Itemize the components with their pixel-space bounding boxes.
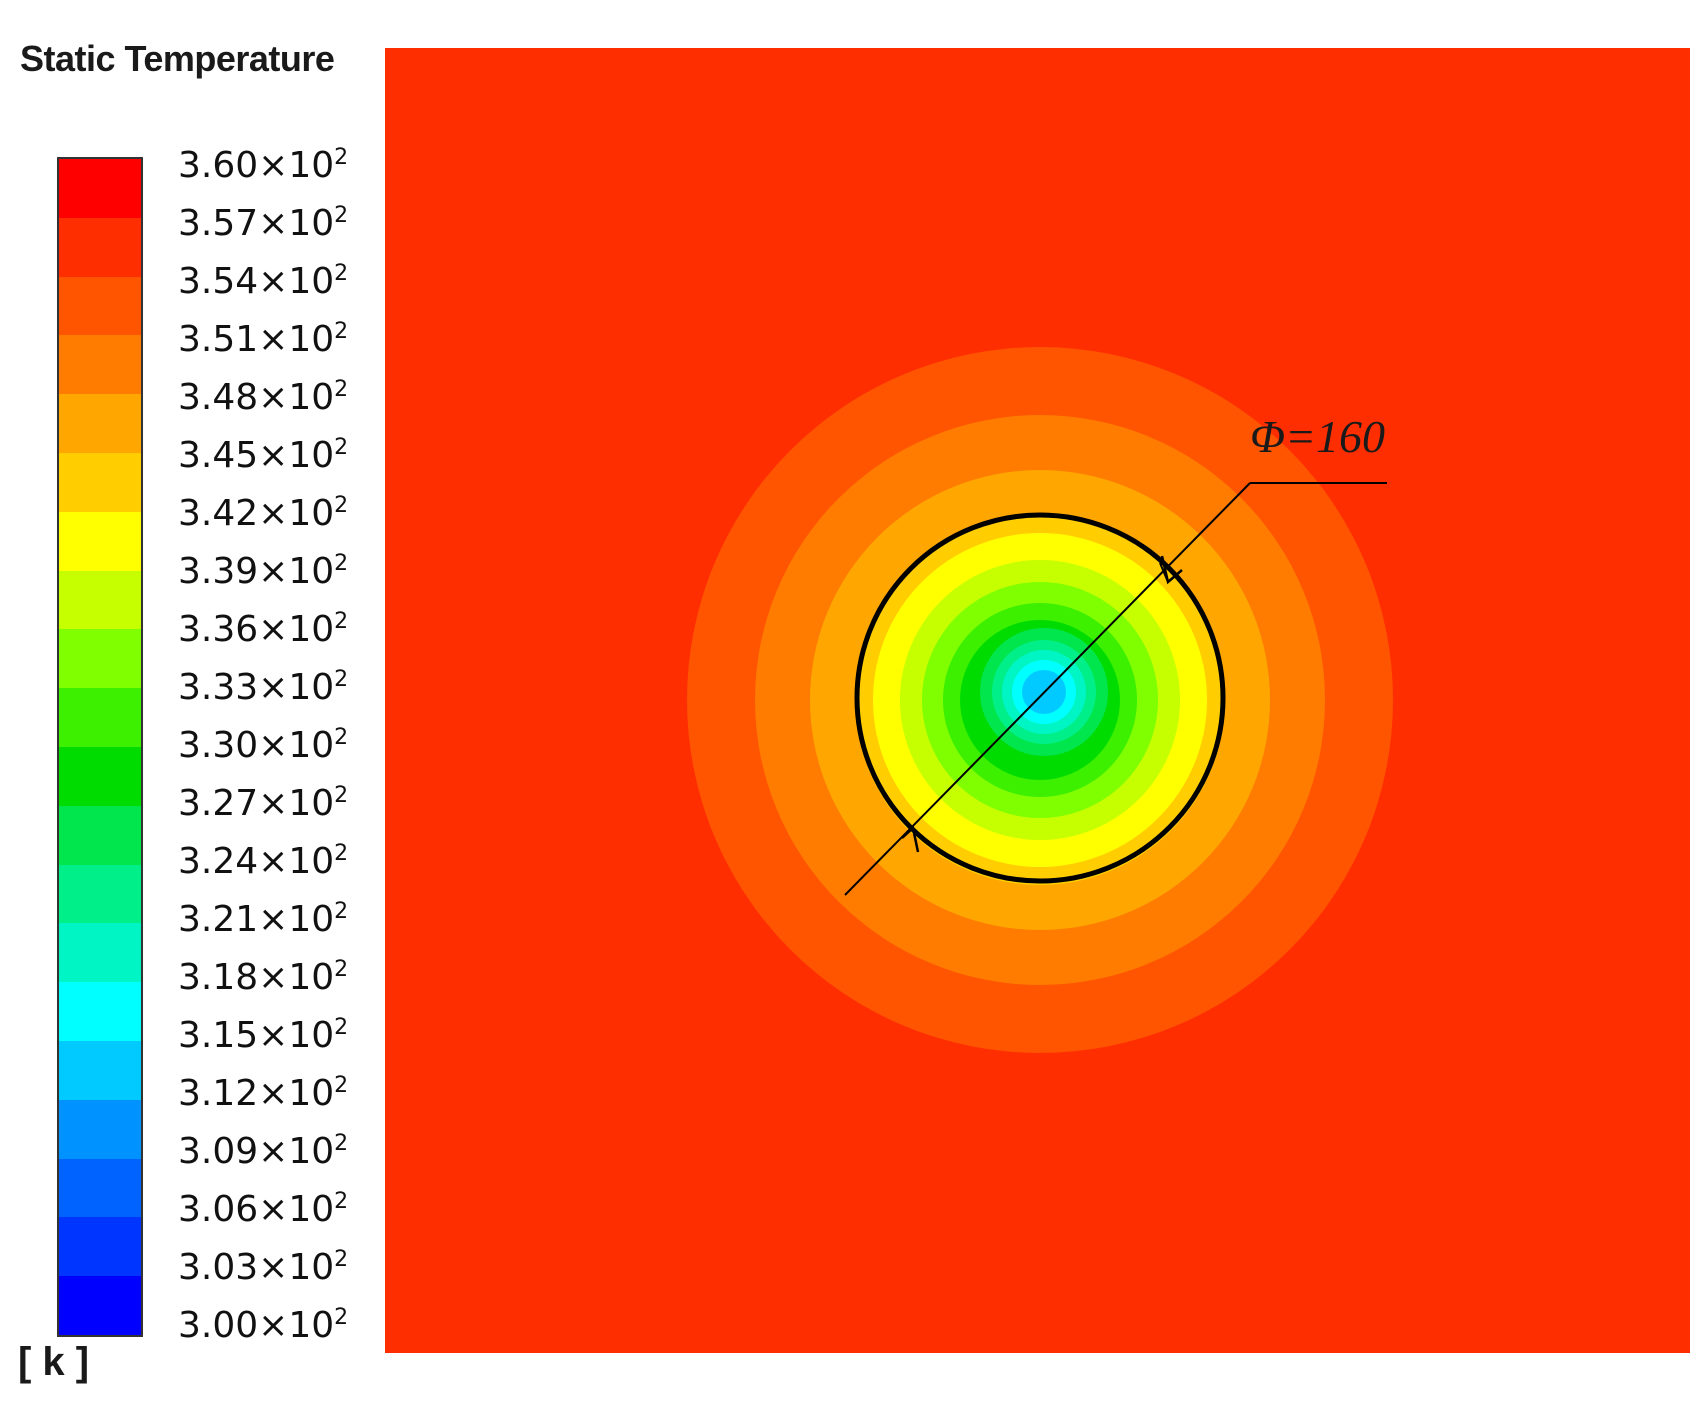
color-band <box>59 1276 141 1335</box>
color-band <box>59 805 141 865</box>
color-band <box>59 511 141 571</box>
scale-label: 3.33×102 <box>178 667 349 708</box>
scale-label: 3.30×102 <box>178 725 349 766</box>
scale-label: 3.42×102 <box>178 493 349 534</box>
unit-label: [ k ] <box>18 1340 90 1384</box>
scale-label: 3.18×102 <box>178 957 349 998</box>
color-band <box>59 1040 141 1100</box>
scale-label: 3.15×102 <box>178 1015 349 1056</box>
color-band <box>59 864 141 924</box>
color-band <box>59 217 141 277</box>
color-band <box>59 688 141 747</box>
color-band <box>59 335 141 395</box>
scale-label: 3.45×102 <box>178 435 349 476</box>
legend-title: Static Temperature <box>20 38 335 79</box>
scale-label: 3.39×102 <box>178 551 349 592</box>
scale-label: 3.54×102 <box>178 261 349 302</box>
boundary-circle <box>854 512 1226 884</box>
color-band <box>59 982 141 1041</box>
scale-label: 3.51×102 <box>178 319 349 360</box>
dimension-line <box>844 482 1251 896</box>
arrow-top-icon <box>1160 555 1183 585</box>
arrow-bottom-icon <box>901 825 920 853</box>
scale-label: 3.21×102 <box>178 899 349 940</box>
scale-label: 3.00×102 <box>178 1305 349 1346</box>
color-band <box>59 276 141 336</box>
color-band <box>59 394 141 453</box>
color-band <box>59 1217 141 1277</box>
color-band <box>59 1099 141 1159</box>
scale-label: 3.24×102 <box>178 841 349 882</box>
color-band <box>59 746 141 806</box>
scale-label: 3.48×102 <box>178 377 349 418</box>
diameter-label: Φ=160 <box>1250 411 1385 462</box>
scale-label: 3.06×102 <box>178 1189 349 1230</box>
color-band <box>59 452 141 512</box>
color-band <box>59 923 141 983</box>
color-band <box>59 159 141 218</box>
color-scale-bar <box>57 157 143 1337</box>
scale-label: 3.27×102 <box>178 783 349 824</box>
color-band <box>59 629 141 689</box>
scale-label: 3.12×102 <box>178 1073 349 1114</box>
color-band <box>59 570 141 630</box>
color-scale-labels: 3.60×102 3.57×102 3.54×102 3.51×102 3.48×102… <box>178 140 368 1350</box>
color-band <box>59 1158 141 1218</box>
scale-label: 3.03×102 <box>178 1247 349 1288</box>
scale-label: 3.57×102 <box>178 203 349 244</box>
scale-label: 3.60×102 <box>178 145 349 186</box>
scale-label: 3.09×102 <box>178 1131 349 1172</box>
scale-label: 3.36×102 <box>178 609 349 650</box>
